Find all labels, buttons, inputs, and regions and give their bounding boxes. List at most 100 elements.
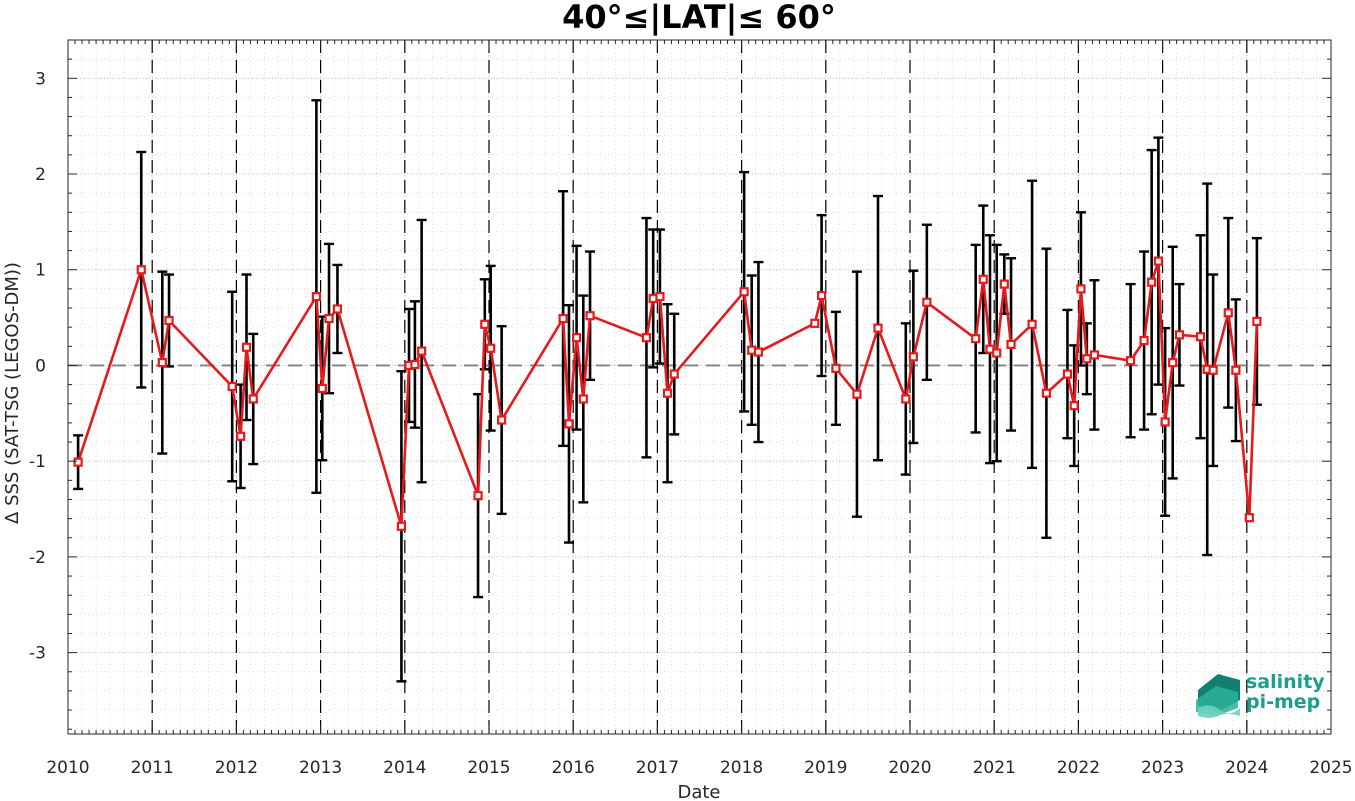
data-point [978,274,988,284]
x-tick-label: 2013 [299,758,342,778]
x-tick-label: 2015 [467,758,510,778]
data-point [480,319,490,329]
data-point [317,383,327,394]
x-tick-label: 2020 [888,758,931,778]
y-tick-label: -1 [29,452,46,472]
data-point [332,304,343,314]
data-point [655,291,665,302]
data-point [1153,256,1163,266]
x-tick-label: 2025 [1309,758,1352,778]
data-point [1160,417,1170,427]
data-point [662,388,673,398]
data-point [558,313,568,324]
data-point [1027,319,1037,329]
data-point [1195,332,1206,342]
data-point [810,318,820,328]
data-point [1062,369,1073,379]
x-tick-label: 2012 [215,758,258,778]
data-point [1231,365,1241,375]
data-point [578,394,588,404]
x-tick-label: 2016 [552,758,595,778]
data-point [73,457,83,467]
x-tick-labels: 2010 2011 2012 2013 2014 2015 2016 2017 2018 2019… [46,758,1352,778]
data-point [901,394,911,404]
y-tick-label: -2 [29,548,46,568]
data-point [641,333,652,343]
logo-icon [1196,674,1240,718]
data-point [236,431,246,441]
x-tick-label: 2018 [720,758,763,778]
data-point [1089,350,1099,360]
x-axis-title: Date [677,782,720,801]
chart-title: 40°≤|LAT|≤ 60° [562,0,836,37]
data-point [241,342,252,352]
data-point [1244,513,1254,523]
x-tick-label: 2024 [1225,758,1268,778]
x-tick-label: 2010 [46,758,89,778]
data-point [410,359,420,370]
y-tick-label: 0 [35,356,46,376]
x-tick-label: 2022 [1057,758,1100,778]
data-point [497,415,507,425]
data-point [1041,388,1052,398]
data-point [1139,335,1149,346]
data-point [971,334,981,344]
data-point [396,521,407,531]
x-tick-label: 2014 [383,758,426,778]
data-point [164,315,174,326]
data-point [571,333,582,343]
data-point [999,279,1009,289]
data-point [311,291,321,302]
series-line [76,260,1259,527]
data-point [831,363,841,373]
data-point [816,290,827,301]
x-tick-label: 2017 [636,758,679,778]
data-point [227,381,237,392]
data-point [1147,277,1157,287]
y-tick-labels: -3 -2 -1 0 1 2 3 [29,69,46,663]
data-point [1208,365,1218,375]
data-point [873,323,883,333]
data-point [908,352,918,362]
data-point [1076,284,1086,294]
data-point [1126,356,1136,366]
y-axis-title: Δ SSS (SAT-TSG (LEGOS-DM)) [2,262,23,524]
x-tick-label: 2019 [804,758,847,778]
data-point [753,347,764,357]
x-tick-label: 2021 [973,758,1016,778]
salinity-pi-mep-logo: salinity pi-mep [1196,671,1325,718]
data-point [1069,401,1079,411]
data-point [564,419,574,429]
axis-ticks [67,40,1332,734]
y-tick-label: 1 [35,261,46,281]
data-point [1174,330,1185,340]
data-point [739,287,749,297]
logo-line1: salinity [1246,671,1325,693]
data-point [248,394,258,404]
data-point [992,348,1002,358]
data-point [1006,339,1016,350]
minor-grid [67,40,1332,734]
data-point [1082,354,1092,364]
data-point [417,346,427,356]
x-tick-label: 2011 [131,758,174,778]
data-point [1252,316,1262,327]
data-point [473,491,483,501]
data-point [1168,357,1178,368]
y-tick-label: 3 [35,69,46,89]
data-point [922,297,932,307]
data-point [585,311,595,321]
data-markers [73,256,1262,531]
data-point [157,357,167,368]
data-point [324,313,334,324]
logo-line2: pi-mep [1246,691,1320,713]
x-tick-label: 2023 [1141,758,1184,778]
y-tick-label: -3 [29,644,46,664]
data-point [1223,308,1233,318]
data-point [486,343,496,353]
data-point [136,265,146,275]
data-point [852,389,862,399]
data-point [669,369,679,379]
y-tick-label: 2 [35,165,46,185]
